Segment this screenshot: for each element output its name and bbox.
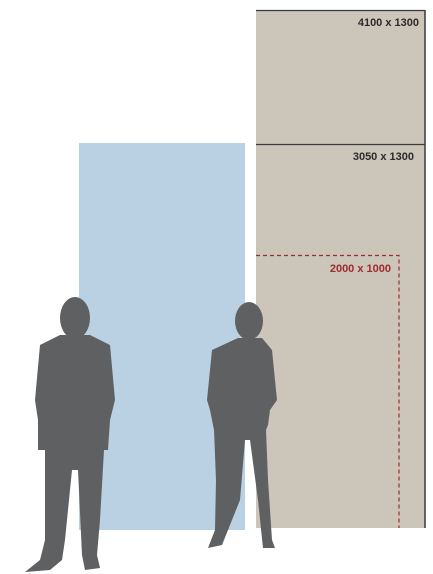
diagram: 4100 x 1300 3050 x 1300 2000 x 1000 — [0, 0, 433, 574]
panel-label: 3050 x 1300 — [353, 151, 414, 163]
panel-label: 4100 x 1300 — [358, 17, 419, 29]
panel-label: 2000 x 1000 — [330, 263, 391, 275]
page: 4100 x 1300 3050 x 1300 2000 x 1000 (() … — [0, 0, 433, 574]
